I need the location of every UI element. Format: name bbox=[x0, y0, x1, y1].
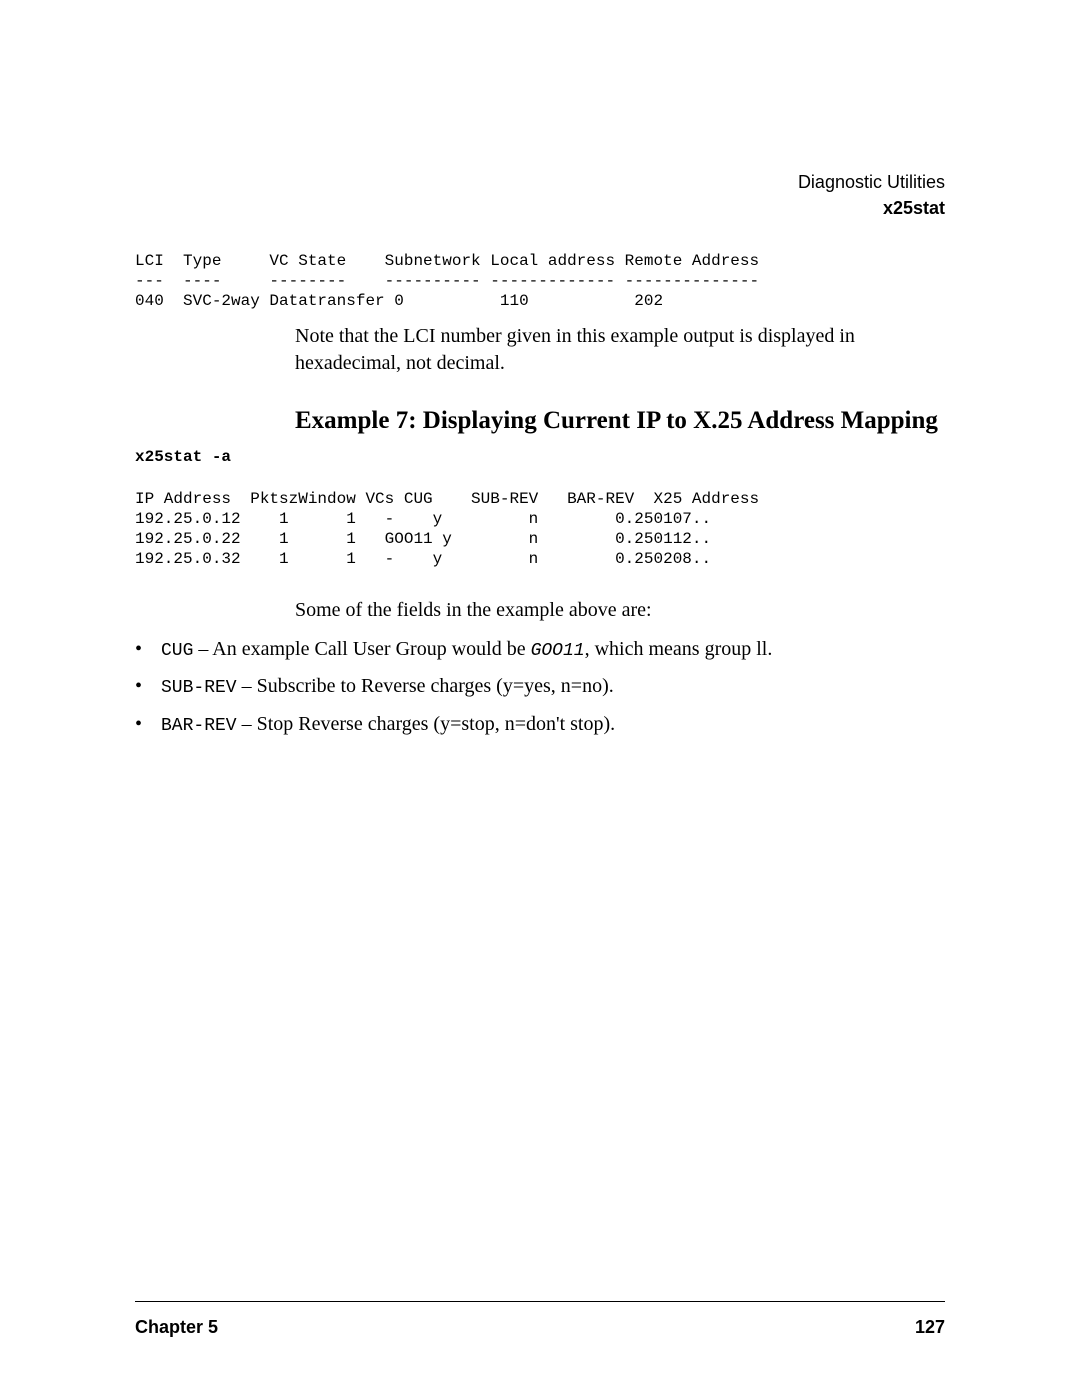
header-section-title: Diagnostic Utilities bbox=[135, 170, 945, 194]
example7-output: IP Address PktszWindow VCs CUG SUB-REV B… bbox=[135, 489, 945, 569]
field-example-code: GOO11 bbox=[531, 641, 585, 661]
running-header: Diagnostic Utilities x25stat bbox=[135, 170, 945, 221]
example6-output: LCI Type VC State Subnetwork Local addre… bbox=[135, 251, 945, 311]
page-footer: Chapter 5 127 bbox=[135, 1315, 945, 1339]
footer-chapter-label: Chapter 5 bbox=[135, 1315, 218, 1339]
list-item: BAR-REV – Stop Reverse charges (y=stop, … bbox=[135, 711, 945, 738]
lci-note-paragraph: Note that the LCI number given in this e… bbox=[295, 323, 945, 377]
list-item: CUG – An example Call User Group would b… bbox=[135, 636, 945, 663]
example7-heading: Example 7: Displaying Current IP to X.25… bbox=[295, 405, 945, 438]
field-text: – Stop Reverse charges (y=stop, n=don't … bbox=[237, 713, 616, 735]
page: Diagnostic Utilities x25stat LCI Type VC… bbox=[0, 0, 1080, 1397]
example7-command: x25stat -a bbox=[135, 447, 945, 467]
field-code: SUB-REV bbox=[161, 678, 237, 698]
field-code: BAR-REV bbox=[161, 716, 237, 736]
field-text: – An example Call User Group would be bbox=[193, 638, 530, 660]
header-command-name: x25stat bbox=[135, 196, 945, 220]
list-item: SUB-REV – Subscribe to Reverse charges (… bbox=[135, 673, 945, 700]
field-text: , which means group ll. bbox=[585, 638, 773, 660]
field-definitions-list: CUG – An example Call User Group would b… bbox=[135, 636, 945, 738]
field-code: CUG bbox=[161, 641, 193, 661]
footer-page-number: 127 bbox=[915, 1315, 945, 1339]
fields-intro-paragraph: Some of the fields in the example above … bbox=[295, 597, 945, 624]
field-text: – Subscribe to Reverse charges (y=yes, n… bbox=[237, 675, 614, 697]
footer-divider bbox=[135, 1301, 945, 1302]
